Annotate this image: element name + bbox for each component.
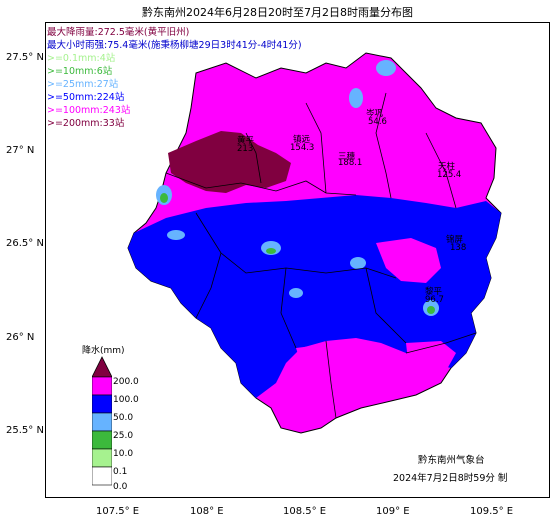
stat-count-25mm: >=25mm:27站 [47, 79, 119, 90]
station-label: 黎平 [425, 287, 443, 297]
legend-colorbar [92, 356, 112, 486]
legend-value: 0.1 [113, 467, 128, 477]
lon-label: 108° E [190, 506, 224, 517]
rain-patch-25mm [350, 257, 366, 269]
lat-label: 25.5° N [6, 425, 44, 436]
stat-count-10mm: >=10mm:6站 [47, 66, 113, 77]
rain-patch-10mm [160, 193, 168, 203]
station-label: 黄平 [237, 136, 255, 146]
lat-label: 27° N [6, 145, 35, 156]
rain-patch-10mm [427, 306, 435, 314]
legend-swatch-100 [92, 376, 112, 396]
map-title: 黔东南州2024年6月28日20时至7月2日8时雨量分布图 [142, 6, 413, 19]
lat-label: 26.5° N [6, 238, 44, 249]
station-value: 188.1 [338, 158, 363, 168]
lon-label: 109.5° E [470, 506, 514, 517]
legend-swatch-200 [92, 356, 112, 378]
rain-patch-25mm [349, 88, 363, 108]
lon-label: 107.5° E [96, 506, 140, 517]
station-label: 锦屏 [446, 235, 464, 245]
legend-swatch-0.1 [92, 448, 112, 468]
stat-max-rain: 最大降雨量:272.5毫米(黄平旧州) [47, 27, 190, 38]
stat-count-01mm: >=0.1mm:4站 [47, 53, 116, 64]
station-label: 三穗 [338, 152, 356, 162]
station-label: 天柱 [438, 162, 456, 172]
rain-patch-100mm [376, 238, 441, 283]
station-value: 96.7 [425, 295, 444, 305]
rain-patch-100mm [406, 341, 456, 373]
legend-swatch-50 [92, 394, 112, 414]
credit-org: 黔东南州气象台 [418, 455, 485, 466]
stat-max-hourly: 最大小时雨强:75.4毫米(施秉杨柳塘29日3时41分-4时41分) [47, 40, 302, 51]
map-frame [45, 22, 550, 498]
legend-value: 50.0 [113, 413, 134, 423]
credit-time: 2024年7月2日8时59分 制 [393, 473, 508, 484]
station-label: 镇远 [293, 135, 311, 145]
station-value: 138 [450, 243, 467, 253]
stat-count-50mm: >=50mm:224站 [47, 92, 125, 103]
legend-swatch-0 [92, 466, 112, 486]
station-value: 125.4 [437, 170, 462, 180]
rainfall-map [127, 52, 502, 434]
stat-count-200mm: >=200mm:33站 [47, 118, 125, 129]
legend-value: 10.0 [113, 449, 134, 459]
rain-patch-25mm [167, 230, 185, 240]
lon-label: 109° E [376, 506, 410, 517]
lat-label: 27.5° N [6, 52, 44, 63]
station-value: 154.3 [290, 143, 315, 153]
legend-title: 降水(mm) [82, 346, 125, 356]
legend-value: 100.0 [113, 395, 139, 405]
county-boundary [165, 92, 477, 419]
stat-count-100mm: >=100mm:243站 [47, 105, 131, 116]
legend-swatch-25 [92, 412, 112, 432]
rain-patch-25mm [376, 60, 396, 76]
station-label: 岑巩 [366, 109, 384, 119]
legend-swatch-10 [92, 430, 112, 450]
rain-patch-25mm [289, 288, 303, 298]
legend-value: 0.0 [113, 482, 128, 492]
legend-value: 200.0 [113, 377, 139, 387]
rain-patch-100mm [296, 343, 391, 383]
rain-patch-10mm [266, 248, 276, 254]
legend-value: 25.0 [113, 431, 134, 441]
station-value: 54.6 [368, 117, 387, 127]
lat-label: 26° N [6, 332, 35, 343]
lon-label: 108.5° E [283, 506, 327, 517]
station-value: 213 [237, 144, 254, 154]
